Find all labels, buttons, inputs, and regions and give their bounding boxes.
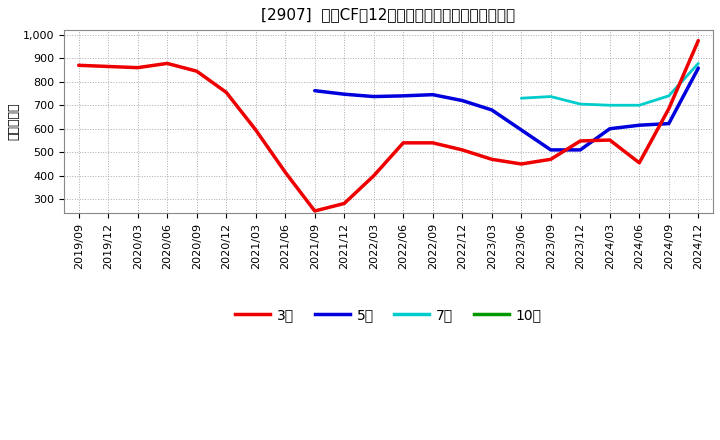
Y-axis label: （百万円）: （百万円） (7, 103, 20, 140)
Title: [2907]  営業CFの12か月移動合計の標準偏差の推移: [2907] 営業CFの12か月移動合計の標準偏差の推移 (261, 7, 516, 22)
Legend: 3年, 5年, 7年, 10年: 3年, 5年, 7年, 10年 (230, 303, 547, 328)
